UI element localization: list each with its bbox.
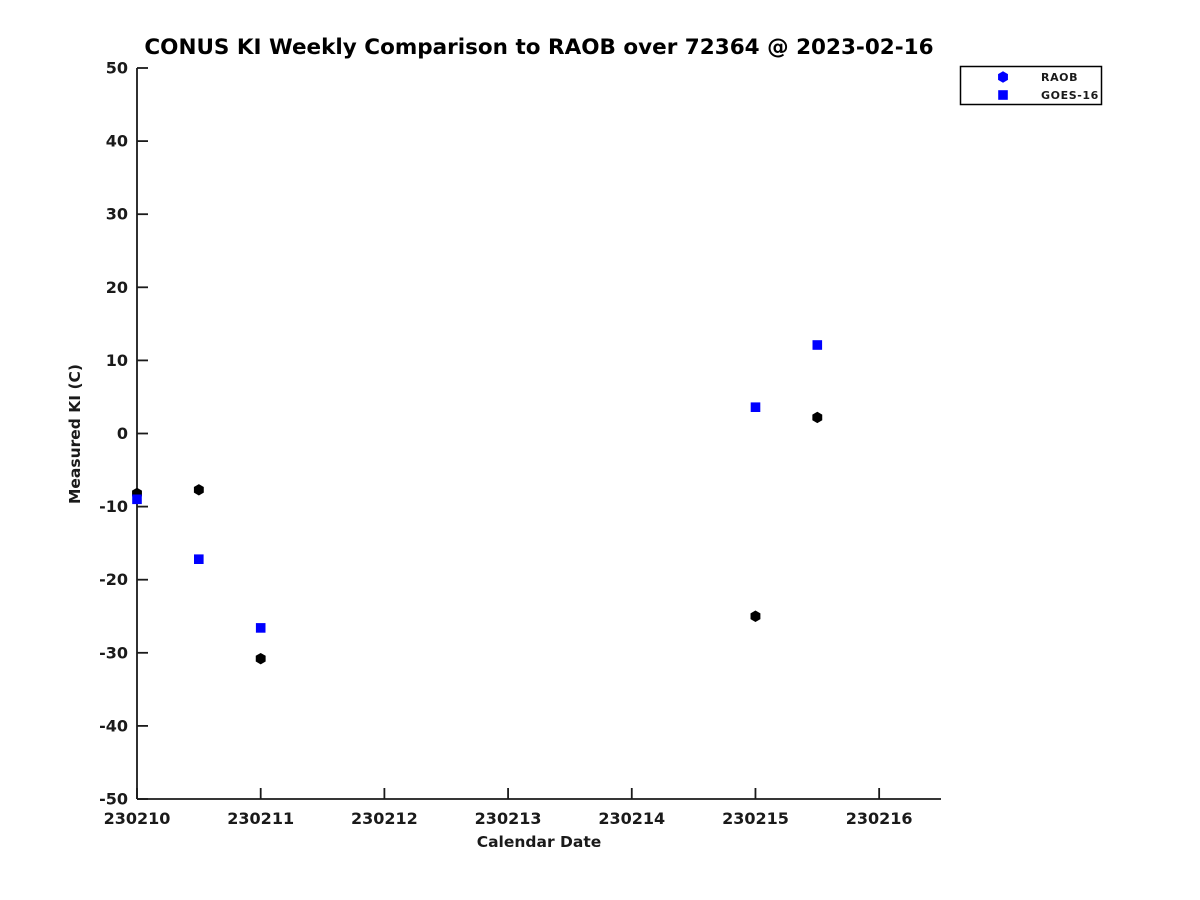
y-tick-label: -50 xyxy=(99,790,128,809)
y-tick-label: 20 xyxy=(106,278,128,297)
y-tick-label: -40 xyxy=(99,716,128,735)
y-tick-label: 10 xyxy=(106,351,128,370)
x-tick-label: 230212 xyxy=(351,809,418,828)
x-axis-label: Calendar Date xyxy=(477,833,602,851)
y-tick-label: -10 xyxy=(99,497,128,516)
plot-area xyxy=(132,340,823,665)
y-tick-label: 0 xyxy=(117,424,128,443)
data-point-goes-16 xyxy=(750,402,761,412)
x-tick-label: 230211 xyxy=(227,809,294,828)
data-point-goes-16 xyxy=(255,623,266,633)
legend: RAOB GOES-16 xyxy=(959,65,1103,106)
y-tick-label: -20 xyxy=(99,570,128,589)
legend-label-raob: RAOB xyxy=(1041,71,1078,84)
legend-marker-raob xyxy=(998,71,1008,83)
x-tick-label: 230214 xyxy=(598,809,665,828)
chart-title: CONUS KI Weekly Comparison to RAOB over … xyxy=(144,35,933,60)
data-point-raob xyxy=(255,652,266,665)
y-tick-label: 30 xyxy=(106,205,128,224)
y-tick-label: -30 xyxy=(99,643,128,662)
data-point-raob xyxy=(193,484,204,496)
data-point-goes-16 xyxy=(812,340,823,350)
legend-label-goes-16: GOES-16 xyxy=(1041,89,1099,102)
legend-markers xyxy=(998,71,1008,100)
data-point-raob xyxy=(750,610,761,622)
axes: 230210 230211 230212 230213 230214 230215 2302… xyxy=(99,59,941,828)
y-axis-label: Measured KI (C) xyxy=(66,364,84,504)
x-tick-label: 230213 xyxy=(475,809,542,828)
x-tick-label: 230215 xyxy=(722,809,789,828)
x-tick-label: 230216 xyxy=(846,809,913,828)
data-point-goes-16 xyxy=(132,494,142,505)
legend-marker-goes-16 xyxy=(998,90,1008,100)
y-tick-label: 50 xyxy=(106,59,128,78)
data-point-raob xyxy=(812,411,823,424)
data-point-goes-16 xyxy=(194,554,204,564)
y-tick-label: 40 xyxy=(106,132,128,151)
x-tick-label: 230210 xyxy=(104,809,171,828)
legend-box xyxy=(959,65,1103,106)
